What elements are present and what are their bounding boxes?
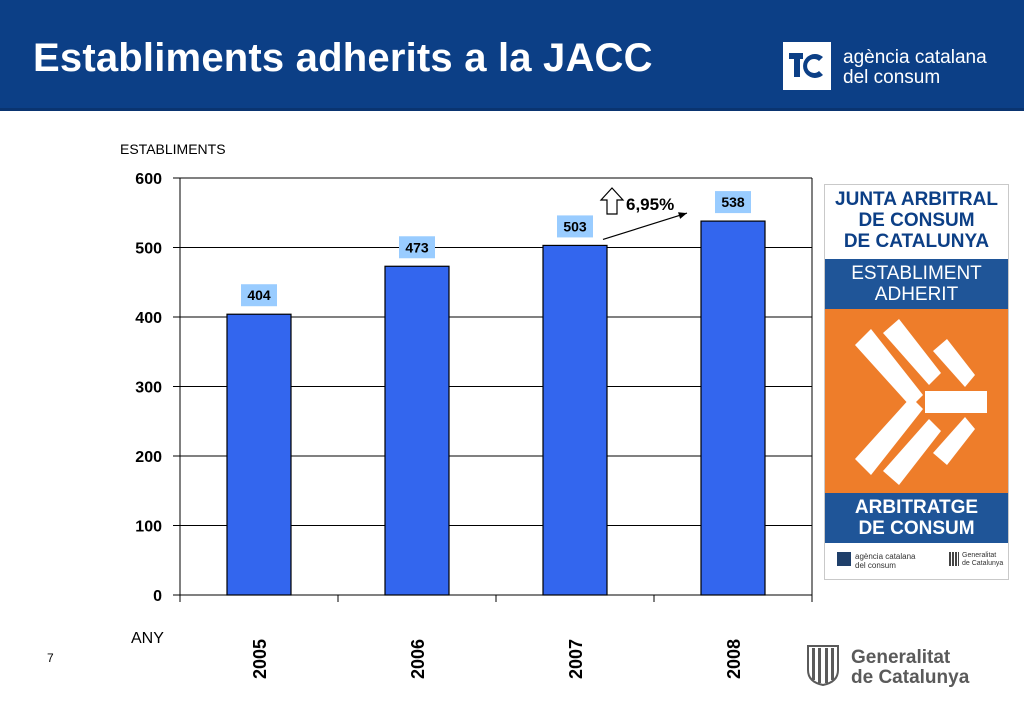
badge-title: JUNTA ARBITRAL DE CONSUM DE CATALUNYA [825,189,1008,252]
generalitat-line1: Generalitat [851,647,951,668]
y-tick-label: 0 [153,588,162,605]
y-tick-label: 600 [135,171,162,188]
page-title: Establiments adherits a la JACC [33,36,653,80]
badge-status-line2: ADHERIT [874,284,959,305]
acc-logo-mark-icon [783,42,831,90]
acc-mini-mark-icon [837,552,851,566]
data-label-box [715,191,751,214]
badge-footer: agència catalana del consum Generalitat … [825,547,1008,577]
badge-bottom-line1: ARBITRATGE [854,497,979,518]
growth-arrow-line [602,212,688,240]
badge-footer-right-line1: Generalitat [962,552,997,559]
data-label-box [241,284,277,307]
y-tick-label: 100 [135,519,162,536]
generalitat-line2: de Catalunya [851,667,970,688]
badge-bottom-line2: DE CONSUM [858,518,975,539]
x-axis-label: ANY [131,630,164,647]
data-label: 538 [721,194,745,210]
growth-arrow-head [678,212,687,219]
x-tick-label: 2007 [566,639,586,679]
growth-percent-label: 6,95% [626,195,674,214]
bar [226,313,292,596]
bar [542,244,608,596]
badge-title-line2: DE CONSUM [858,210,975,231]
x-tick-label: 2005 [250,639,270,679]
acc-logo-line1: agència catalana [843,47,987,68]
slide-number: 7 [47,651,54,665]
data-label: 473 [405,239,429,255]
x-tick-label: 2008 [724,639,744,679]
generalitat-emblem-icon [806,644,840,687]
arbitration-symbol-panel [825,309,1008,493]
badge-status-line1: ESTABLIMENT [851,263,982,284]
data-label: 404 [247,287,271,303]
acc-logo-line2: del consum [843,67,941,88]
badge-footer-right-line2: de Catalunya [962,560,1004,567]
y-tick-label: 500 [135,241,162,258]
badge-footer-left-line1: agència catalana [855,552,916,561]
badge-title-line3: DE CATALUNYA [843,231,990,252]
badge-status: ESTABLIMENT ADHERIT [825,259,1008,309]
badge-footer-left-line2: del consum [855,561,896,570]
y-tick-label: 300 [135,380,162,397]
y-axis-label: ESTABLIMENTS [120,141,226,157]
agencia-catalana-logo: agència catalana del consum [783,38,1003,96]
generalitat-logo: Generalitat de Catalunya [806,644,986,690]
gen-mini-mark-icon [949,552,959,566]
jacc-adherit-badge: JUNTA ARBITRAL DE CONSUM DE CATALUNYA ES… [824,184,1009,580]
bar [384,265,450,596]
y-tick-label: 200 [135,449,162,466]
header-bar: Establiments adherits a la JACC agència … [0,0,1024,111]
y-tick-label: 400 [135,310,162,327]
bar [700,220,766,596]
up-arrow-icon [599,187,625,215]
badge-title-line1: JUNTA ARBITRAL [835,189,998,210]
x-tick-label: 2006 [408,639,428,679]
data-label-box [557,215,593,238]
badge-arbitratge: ARBITRATGE DE CONSUM [825,493,1008,543]
data-label: 503 [563,218,587,234]
arbitration-chevrons-icon [855,319,987,485]
data-label-box [399,236,435,259]
